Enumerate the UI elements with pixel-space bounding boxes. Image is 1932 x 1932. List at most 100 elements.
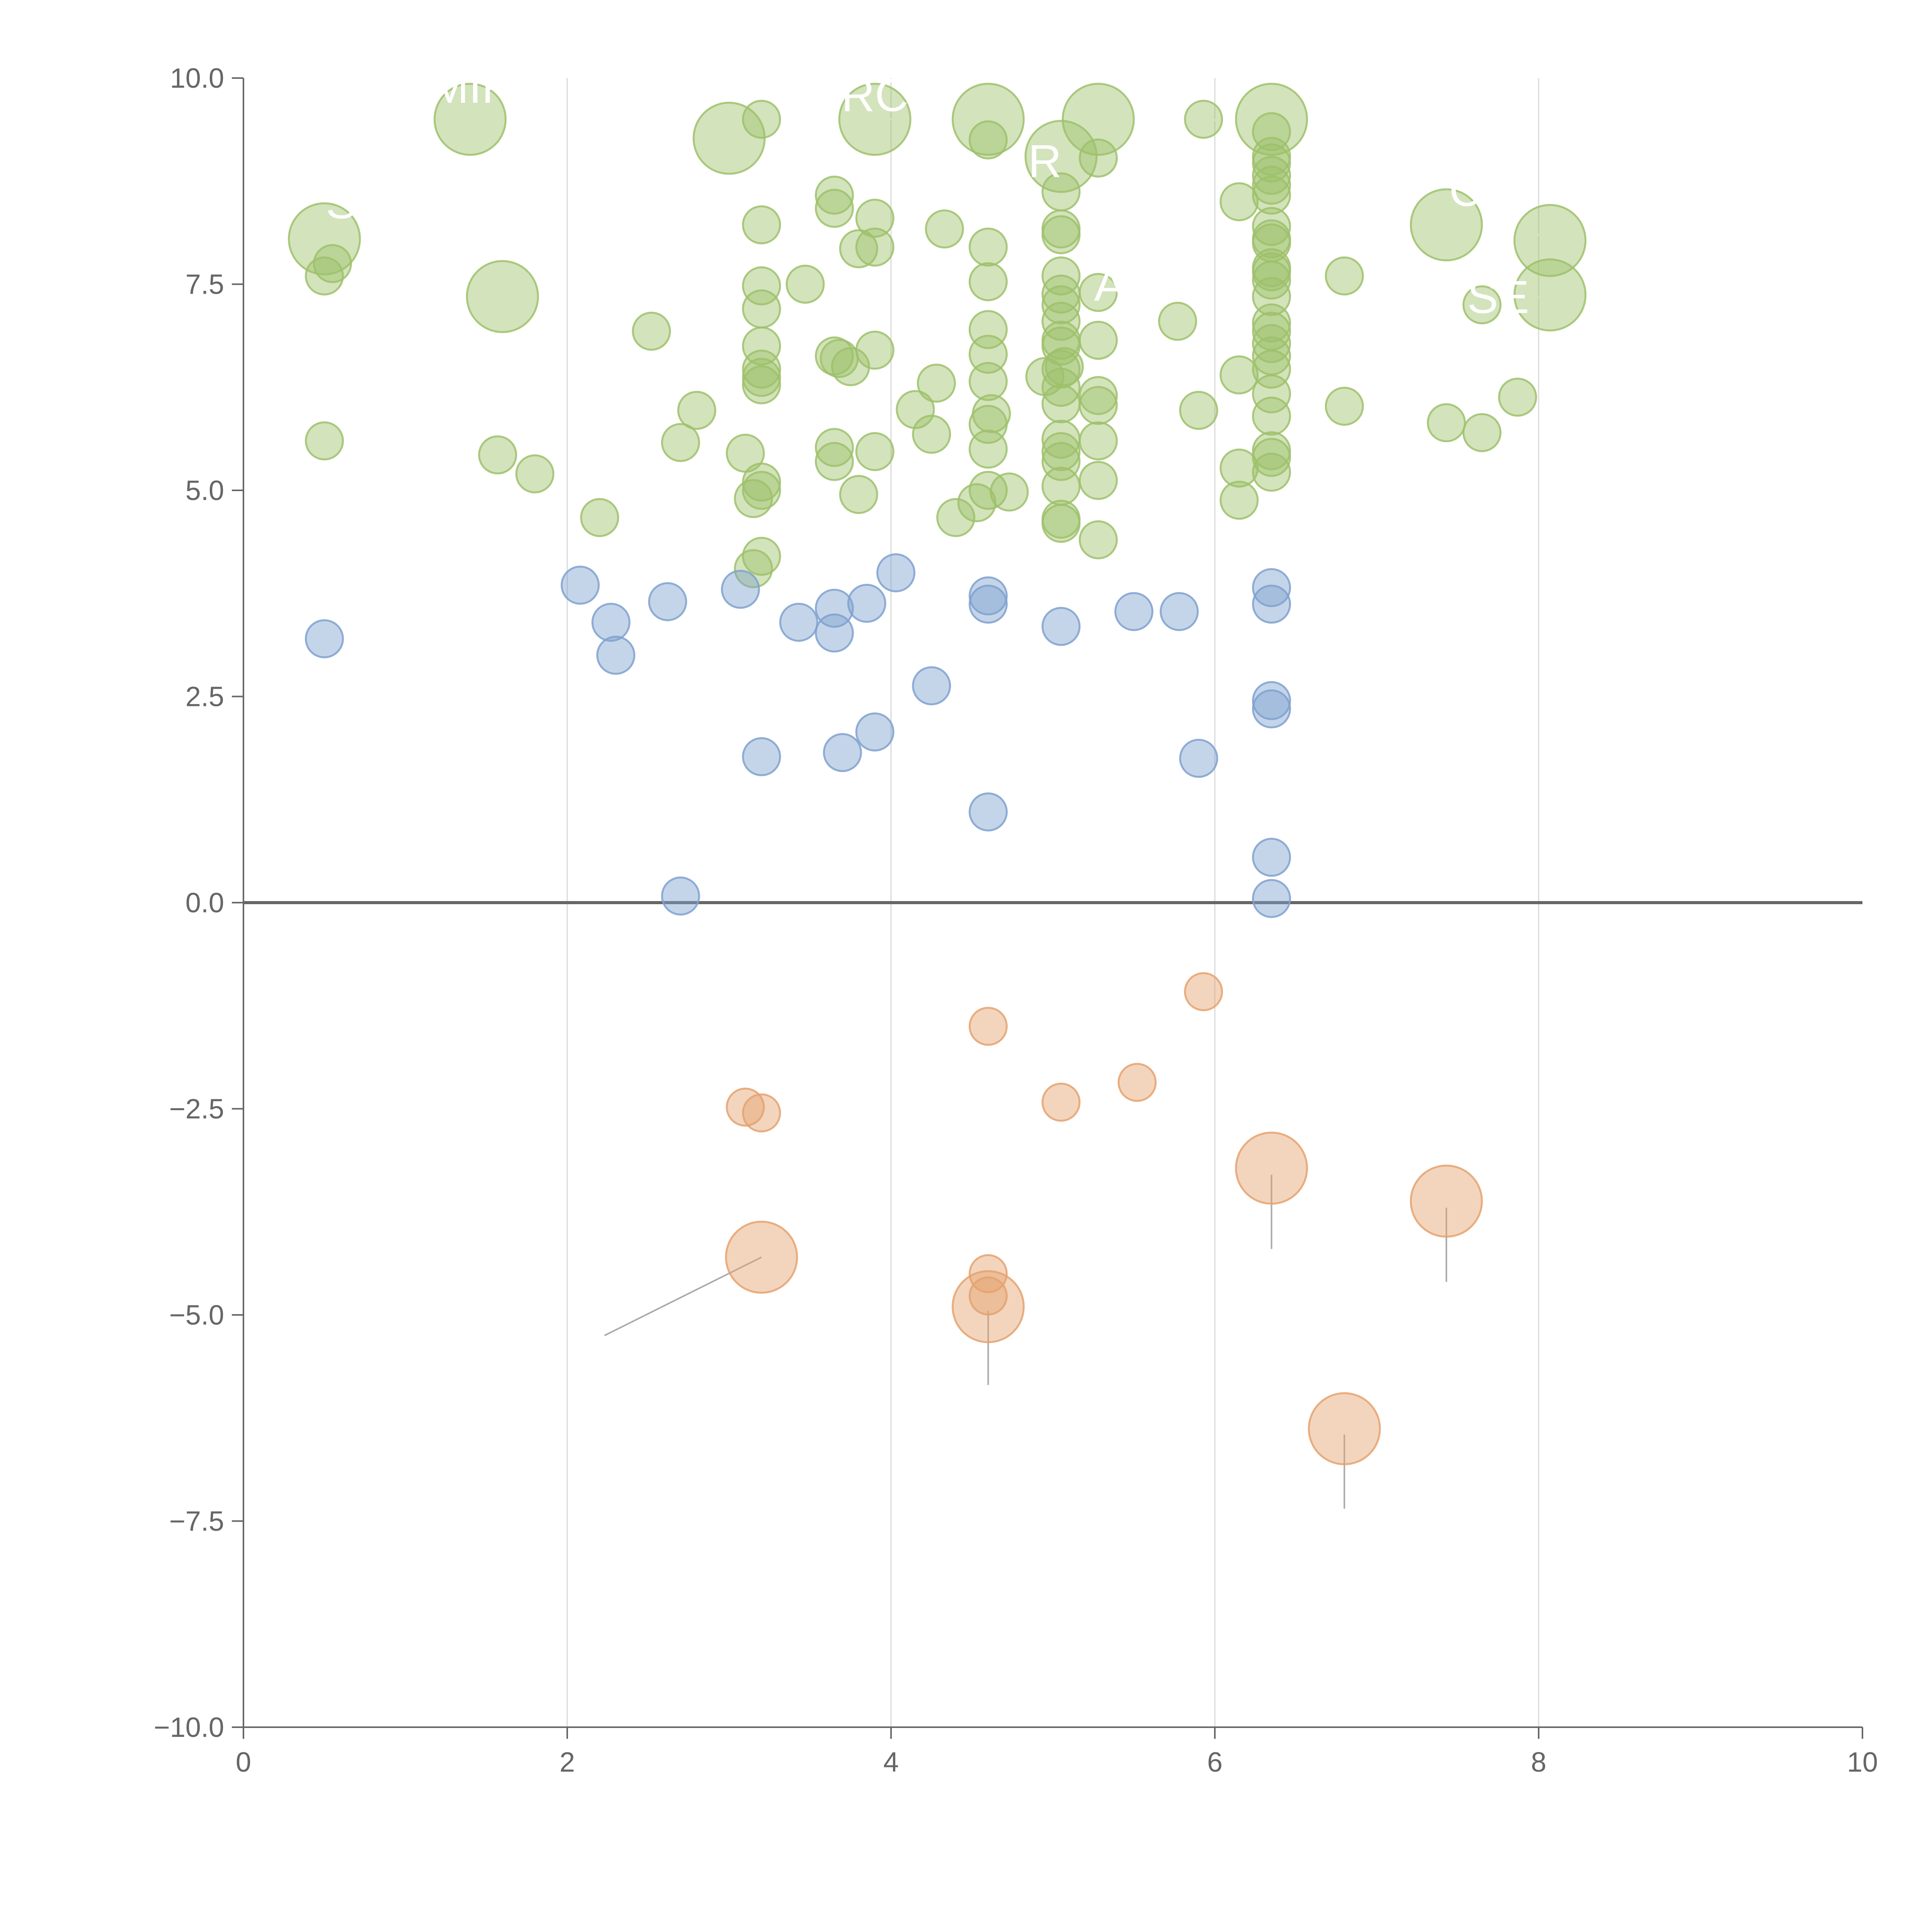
y-tick-label: 2.5: [185, 682, 224, 713]
data-point-mid: [815, 613, 854, 653]
data-point-high: [742, 327, 781, 366]
data-point-high: [742, 349, 781, 389]
data-point-high: [1061, 83, 1135, 156]
x-tick-label: 0: [236, 1747, 251, 1778]
leader-line: [461, 296, 503, 322]
leader-line: [1203, 118, 1264, 124]
data-point-high: [1252, 112, 1291, 151]
leader-line: [1100, 135, 1111, 153]
y-tick-label: 0.0: [185, 888, 224, 918]
data-point-high: [968, 262, 1008, 301]
data-point-high: [466, 260, 539, 333]
data-point-mid: [912, 666, 951, 706]
data-point-mid: [1179, 739, 1218, 778]
data-point-high: [968, 227, 1008, 267]
data-point-high: [1041, 420, 1081, 459]
data-point-high: [968, 471, 1008, 510]
leader-lines: [381, 118, 1551, 1509]
data-point-mid: [1041, 607, 1081, 646]
data-point-high: [1078, 520, 1118, 560]
data-point-mid: [779, 602, 818, 642]
data-point-high: [1252, 207, 1291, 246]
data-point-high: [661, 423, 700, 462]
data-point-high: [925, 209, 964, 249]
data-point-mid: [968, 584, 1008, 624]
data-point-mid: [561, 565, 600, 605]
leader-line: [604, 1256, 762, 1337]
data-point-high: [1078, 421, 1118, 461]
point-label: I: [1128, 61, 1140, 113]
y-tick-label: −10.0: [154, 1712, 224, 1743]
y-tick-label: 10.0: [170, 63, 224, 94]
data-point-mid: [742, 737, 781, 776]
data-point-high: [1498, 378, 1537, 417]
data-point-high: [515, 454, 554, 493]
data-point-high: [478, 435, 517, 474]
point-label: MIF: [430, 61, 510, 113]
point-label: C: [1449, 164, 1483, 216]
leader-line: [1514, 221, 1551, 242]
data-point-mid: [968, 792, 1008, 832]
data-point-mid: [1252, 838, 1291, 877]
data-point-high: [288, 202, 361, 276]
data-point-high: [1462, 413, 1502, 452]
data-point-mid: [1252, 584, 1291, 624]
point-label: RC: [841, 69, 908, 121]
data-point-high: [1252, 175, 1291, 215]
axes: 10.0 7.5 5.0 2.5 0.0 −2.5 −5.0 −7.5 −10.0 0 2 4 6 8 10: [154, 63, 1878, 1778]
data-point-high: [742, 289, 781, 329]
y-tick-label: −5.0: [169, 1300, 224, 1331]
data-points: [288, 83, 1587, 1465]
x-tick-label: 2: [560, 1747, 575, 1778]
data-point-high: [1041, 442, 1081, 481]
data-point-low: [968, 1276, 1008, 1316]
data-point-high: [936, 498, 976, 537]
data-point-high: [1158, 302, 1197, 341]
y-tick-label: −7.5: [169, 1506, 224, 1537]
point-label: A: [1094, 259, 1125, 311]
data-point-high: [1044, 347, 1084, 386]
data-point-low: [968, 1007, 1008, 1046]
data-point-high: [831, 347, 870, 386]
data-point-mid: [661, 876, 700, 916]
data-point-high: [742, 471, 781, 510]
data-point-mid: [1160, 592, 1199, 631]
data-point-high: [1078, 461, 1118, 500]
data-point-high: [1252, 452, 1291, 492]
data-point-mid: [1252, 681, 1291, 720]
data-point-high: [855, 330, 895, 370]
data-point-mid: [1252, 568, 1291, 607]
data-point-high: [1041, 432, 1081, 471]
leader-line: [381, 224, 414, 237]
data-point-high: [972, 394, 1011, 434]
data-point-high: [677, 391, 716, 430]
data-point-high: [580, 498, 619, 537]
point-labels: SP MIF RC R I A C SE: [326, 61, 1529, 323]
data-point-mid: [648, 582, 687, 621]
data-point-high: [742, 205, 781, 245]
data-point-high: [1462, 285, 1502, 325]
data-point-mid: [855, 712, 895, 752]
data-point-high: [1252, 311, 1291, 351]
data-point-high: [855, 227, 895, 267]
data-point-mid: [847, 583, 886, 623]
leader-line: [1506, 294, 1550, 306]
data-point-high: [742, 358, 781, 397]
data-point-mid: [876, 553, 916, 592]
data-point-high: [1252, 324, 1291, 363]
data-point-high: [1041, 256, 1081, 296]
data-point-mid: [1252, 879, 1291, 918]
data-point-mid: [823, 733, 862, 772]
data-point-high: [912, 415, 951, 454]
data-point-high: [1184, 100, 1223, 139]
data-point-high: [1041, 209, 1081, 249]
data-point-mid: [1114, 592, 1153, 631]
data-point-high: [1252, 165, 1291, 205]
data-point-high: [1235, 83, 1308, 156]
data-point-high: [896, 390, 935, 429]
data-point-mid: [305, 619, 344, 658]
data-point-mid: [968, 576, 1008, 616]
data-point-high: [838, 83, 912, 156]
data-point-high: [434, 83, 507, 156]
data-point-high: [1219, 448, 1259, 488]
